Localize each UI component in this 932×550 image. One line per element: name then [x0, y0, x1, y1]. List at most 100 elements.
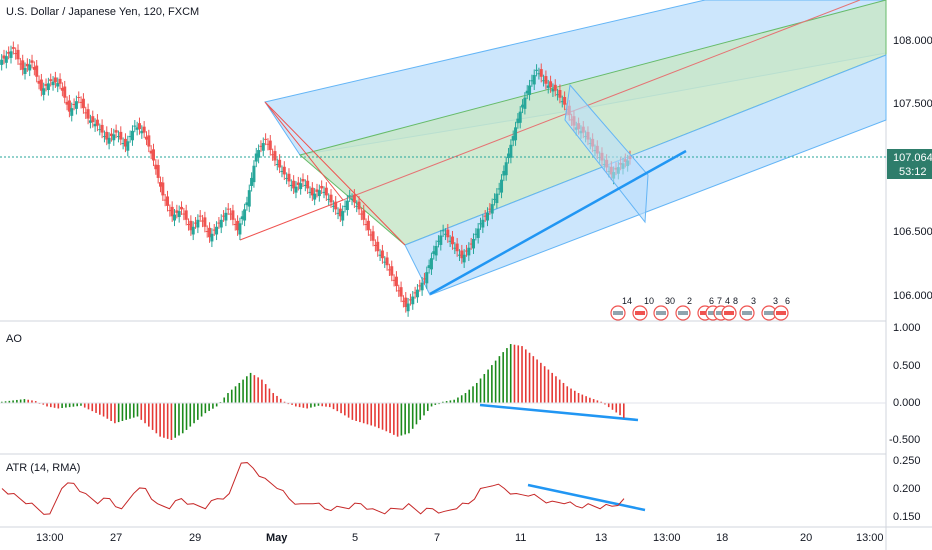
ao-bar: [313, 403, 316, 407]
candle-body: [474, 233, 478, 235]
candle-body: [551, 88, 555, 92]
candle-body: [450, 236, 454, 245]
ao-bar: [472, 386, 474, 404]
parallel-channel[interactable]: [564, 83, 649, 224]
candle-body: [238, 223, 242, 235]
candle-body: [107, 137, 111, 144]
candle-body: [60, 87, 64, 91]
candle-body: [413, 292, 417, 294]
candle-body: [425, 272, 429, 284]
candle-body: [257, 150, 261, 158]
ao-bar: [298, 403, 301, 408]
event-flag-stripe: [716, 311, 726, 315]
event-count: 4: [725, 296, 730, 306]
ao-histogram: [1, 344, 625, 440]
ao-bar: [370, 403, 373, 426]
ao-bar: [53, 403, 56, 408]
candle-body: [553, 84, 557, 91]
candle-body: [32, 66, 36, 70]
ao-bar: [434, 403, 437, 405]
candle-body: [320, 185, 324, 189]
ao-bar: [555, 376, 557, 404]
ao-bar: [50, 403, 52, 408]
time-axis[interactable]: 13:00 27 29 May 5 7 11 13 13:00 18 20 13…: [36, 532, 884, 544]
candle-body: [282, 166, 286, 175]
candle-body: [81, 98, 85, 109]
candle-body: [364, 224, 368, 226]
candle-body: [432, 251, 436, 255]
candle-body: [418, 285, 422, 287]
candle-body: [79, 101, 83, 103]
candle-body: [404, 297, 408, 308]
candle-body: [205, 230, 209, 233]
candle-body: [493, 198, 497, 200]
candle-body: [49, 79, 53, 81]
candle-body: [504, 162, 508, 176]
candle-body: [156, 165, 160, 178]
candle-body: [11, 47, 15, 49]
candle-body: [53, 77, 57, 83]
atr-pane-title[interactable]: ATR (14, RMA): [6, 462, 81, 474]
ao-bar: [321, 403, 324, 407]
candle-body: [63, 86, 67, 98]
ao-bar: [570, 388, 572, 404]
candle-body: [542, 80, 546, 82]
ao-bar: [536, 359, 538, 404]
ao-trendline[interactable]: [479, 403, 639, 422]
ao-bar: [377, 403, 380, 429]
ao-pane-title[interactable]: AO: [6, 333, 22, 345]
ao-bar: [129, 403, 131, 419]
event-count: 2: [687, 296, 692, 306]
ao-bar: [23, 399, 26, 404]
event-flag-stripe: [635, 311, 645, 315]
ao-bar: [547, 369, 550, 404]
economic-events[interactable]: 14 10 30 2 6 7 4 8 3 3 6: [610, 296, 790, 321]
atr-axis[interactable]: 0.250 0.200 0.150: [893, 455, 921, 523]
time-tick: May: [266, 532, 288, 544]
ao-bar: [291, 403, 293, 405]
current-price-value: 107.064: [893, 152, 932, 164]
candle-body: [385, 257, 389, 266]
price-axis[interactable]: 108.000 107.500 106.500 106.000 107.064 …: [887, 35, 932, 302]
ao-bar: [513, 344, 516, 404]
ao-bar: [600, 401, 602, 404]
candle-body: [446, 229, 450, 238]
event-flag-stripe: [708, 311, 718, 315]
candle-body: [324, 187, 328, 196]
candle-body: [70, 108, 74, 116]
ao-bar: [419, 403, 422, 420]
candle-body: [334, 201, 338, 210]
candle-body: [243, 209, 247, 221]
ao-bar: [589, 397, 591, 404]
ao-bar: [464, 393, 467, 404]
ao-axis[interactable]: 1.000 0.500 0.000 -0.500: [889, 322, 921, 446]
candle-body: [486, 212, 490, 221]
ao-bar: [426, 403, 429, 411]
candle-body: [390, 266, 394, 276]
candle-body: [469, 243, 473, 245]
candle-body: [39, 79, 43, 91]
candle-body: [427, 265, 431, 268]
pitchfork[interactable]: [239, 0, 887, 296]
candle-body: [236, 220, 240, 231]
candle-body: [25, 63, 29, 67]
ao-bar: [257, 377, 259, 404]
event-count: 6: [709, 296, 714, 306]
candle-body: [147, 135, 151, 147]
candle-body: [313, 193, 317, 200]
ao-bar: [215, 403, 218, 407]
ao-bar: [408, 403, 410, 434]
price-trendline[interactable]: [429, 149, 687, 296]
candle-body: [394, 276, 398, 287]
atr-trendline[interactable]: [527, 483, 646, 512]
ao-bar: [457, 397, 459, 404]
candle-body: [119, 131, 123, 140]
candle-body: [154, 164, 158, 170]
candle-body: [23, 68, 27, 74]
ao-bar: [506, 348, 508, 404]
candle-body: [350, 198, 354, 200]
candle-body: [44, 84, 48, 86]
ao-bar: [261, 379, 263, 404]
chart-title[interactable]: U.S. Dollar / Japanese Yen, 120, FXCM: [6, 6, 200, 18]
